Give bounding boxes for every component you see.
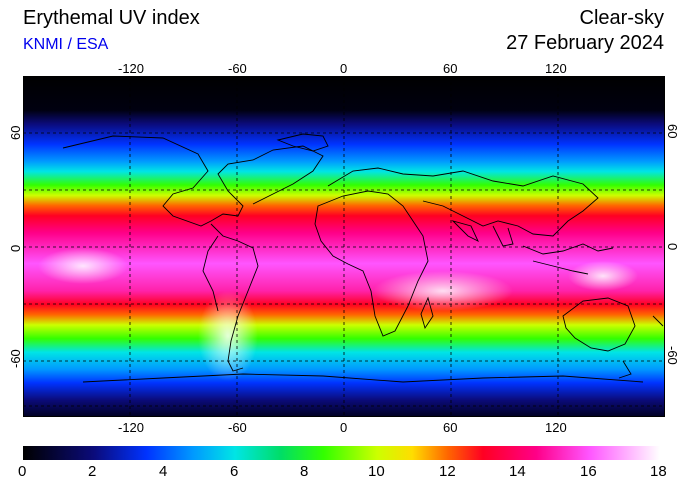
bottom-lon-tick: 120 [545,420,567,435]
map-frame [23,76,665,417]
uv-hotspot-pacific [38,248,128,284]
colorbar-svg [23,446,660,460]
colorbar-label: 16 [580,463,597,480]
top-lon-tick: 120 [545,61,567,76]
left-lat-tick: 60 [8,125,23,140]
uv-hotspot-indian-ocean [373,271,513,311]
uv-hotspot-south-america [198,291,258,381]
uv-map-svg [23,76,665,417]
colorbar-label: 4 [159,463,168,480]
uv-index-map [23,76,665,417]
bottom-lon-tick: -120 [118,420,145,435]
uv-colorbar [23,446,660,460]
colorbar-label: 0 [18,463,27,480]
top-lon-tick: -60 [228,61,247,76]
top-lon-tick: -120 [118,61,145,76]
right-lat-tick: 60 [665,124,680,139]
bottom-lon-tick: 60 [443,420,458,435]
colorbar-label: 2 [88,463,97,480]
left-lat-tick: 0 [8,244,23,252]
top-lon-tick: 60 [443,61,458,76]
map-title: Erythemal UV index [23,7,200,29]
bottom-lon-tick: 0 [340,420,348,435]
map-date: 27 February 2024 [506,32,664,54]
colorbar-label: 6 [230,463,239,480]
source-credit: KNMI / ESA [23,36,109,53]
colorbar-label: 8 [300,463,309,480]
colorbar-fill [23,446,660,460]
uv-hotspot-west-pacific [568,261,638,291]
colorbar-label: 18 [650,463,667,480]
colorbar-label: 14 [509,463,526,480]
lat-lon-grid [23,76,665,417]
right-lat-tick: 0 [665,243,680,251]
colorbar-labels: 0 2 4 6 8 10 12 14 16 18 [0,463,688,483]
colorbar-label: 10 [368,463,385,480]
right-lat-tick: -60 [665,346,680,365]
coastlines [62,133,664,383]
sky-condition: Clear-sky [579,7,664,29]
top-lon-tick: 0 [340,61,348,76]
bottom-lon-tick: -60 [228,420,247,435]
left-lat-tick: -60 [8,349,23,368]
colorbar-label: 12 [439,463,456,480]
